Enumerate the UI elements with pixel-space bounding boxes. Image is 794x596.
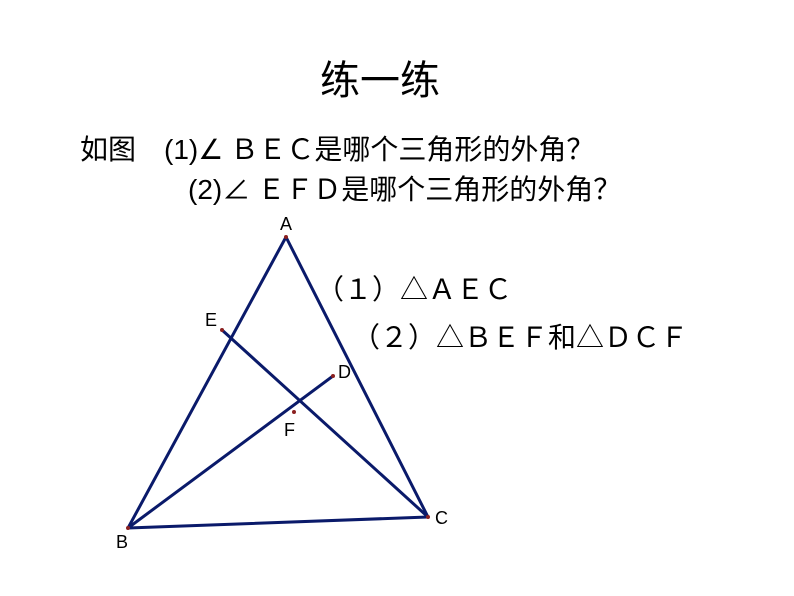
vertex-dot-C	[426, 515, 430, 519]
vertex-label-F: F	[284, 420, 295, 441]
edge-BD	[128, 376, 333, 528]
edge-AC	[286, 237, 428, 517]
triangle-diagram	[0, 0, 794, 596]
vertex-dot-E	[220, 328, 224, 332]
edge-EC	[222, 330, 428, 517]
vertex-label-A: A	[280, 214, 292, 235]
vertex-dot-A	[284, 235, 288, 239]
vertex-label-E: E	[205, 310, 217, 331]
vertex-dot-F	[292, 410, 296, 414]
vertex-label-D: D	[338, 362, 351, 383]
vertex-label-C: C	[435, 508, 448, 529]
vertex-label-B: B	[116, 532, 128, 553]
edge-AB	[128, 237, 286, 528]
vertex-dot-D	[331, 374, 335, 378]
edge-BC	[128, 517, 428, 528]
vertex-dot-B	[126, 526, 130, 530]
